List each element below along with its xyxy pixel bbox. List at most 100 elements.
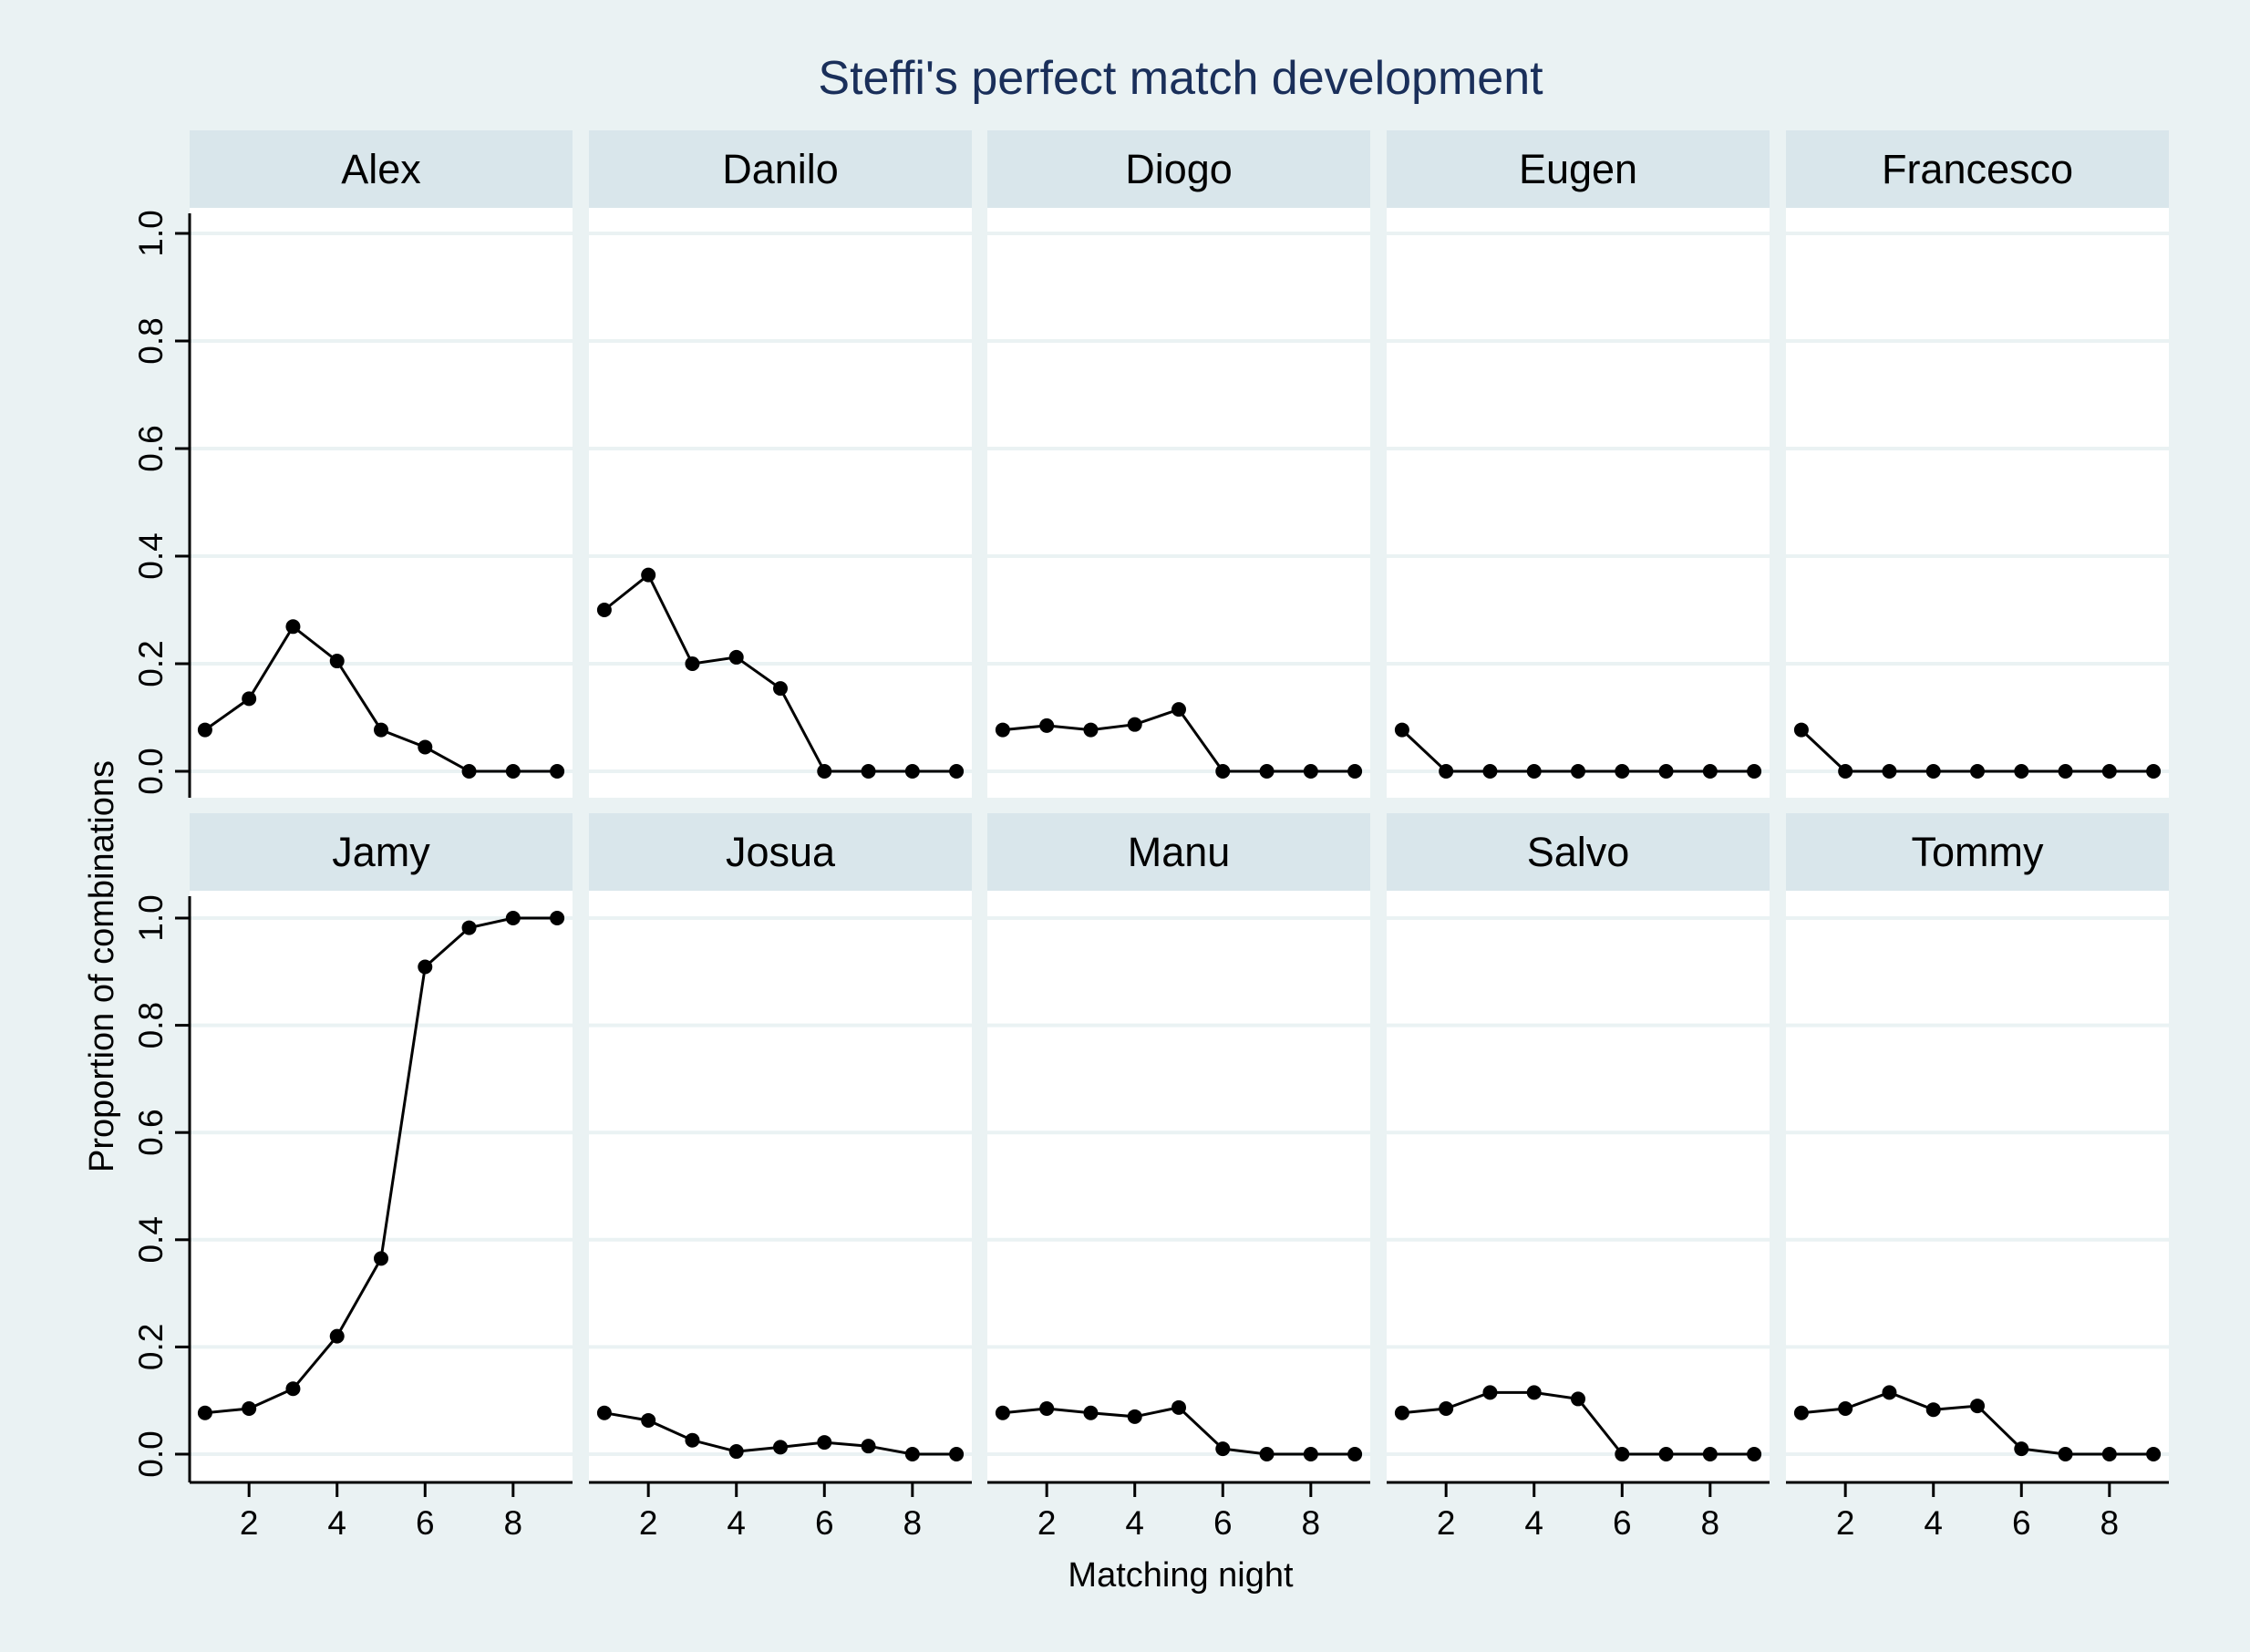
x-tick-label: 6 [1613, 1504, 1632, 1542]
data-point [550, 764, 565, 779]
data-point [2014, 1441, 2029, 1457]
data-point [728, 1444, 744, 1460]
panel-alex: Alex 0.0 0.2 0.4 0.6 0.8 1.0 [132, 130, 573, 798]
data-point [242, 1401, 257, 1417]
data-point [949, 764, 965, 779]
panel-title: Danilo [722, 146, 839, 192]
panel-title: Manu [1128, 829, 1231, 875]
panel-title: Alex [341, 146, 421, 192]
data-point [904, 764, 920, 779]
plot-area [1387, 208, 1770, 798]
x-tick-label: 6 [1213, 1504, 1233, 1542]
data-point [773, 681, 788, 697]
x-tick-label: 8 [903, 1504, 923, 1542]
panel-eugen: Eugen [1387, 130, 1770, 798]
plot-area [987, 891, 1370, 1482]
x-tick-label: 4 [1125, 1504, 1144, 1542]
data-point [1439, 764, 1454, 779]
plot-area [1786, 208, 2169, 798]
plot-area [1387, 891, 1770, 1482]
y-tick-label: 1.0 [132, 210, 170, 256]
data-point [242, 691, 257, 707]
x-tick-label: 6 [416, 1504, 435, 1542]
data-point [374, 722, 388, 738]
panel-title: Francesco [1882, 146, 2073, 192]
data-point [1925, 764, 1941, 779]
data-point [1083, 1405, 1099, 1420]
panel-strip [190, 130, 573, 208]
panel-salvo: Salvo 2 4 6 8 [1387, 813, 1770, 1542]
data-point [2146, 1447, 2162, 1461]
data-point [1482, 1385, 1498, 1400]
panels: Alex 0.0 0.2 0.4 0.6 0.8 1.0 Danilo Diogo Eugen Fr… [132, 130, 2169, 1542]
data-point [596, 603, 612, 617]
panel-title: Eugen [1519, 146, 1637, 192]
y-tick-label: 0.6 [132, 1109, 170, 1155]
data-point [2101, 1447, 2117, 1461]
panel-tommy: Tommy 2 4 6 8 [1786, 813, 2169, 1542]
y-axis-label: Proportion of combinations [83, 760, 121, 1172]
data-point [1615, 1447, 1630, 1461]
y-tick-label: 0.8 [132, 1002, 170, 1048]
panel-title: Diogo [1125, 146, 1233, 192]
data-point [1039, 1401, 1055, 1417]
panel-diogo: Diogo [987, 130, 1370, 798]
data-point [418, 739, 433, 755]
chart-title: Steffi's perfect match development [818, 52, 1543, 105]
data-point [1039, 718, 1055, 733]
panel-manu: Manu 2 4 6 8 [987, 813, 1370, 1542]
plot-area [589, 208, 972, 798]
panel-strip [1387, 130, 1770, 208]
data-point [1882, 1385, 1897, 1400]
x-tick-label: 2 [1037, 1504, 1057, 1542]
panel-strip [987, 813, 1370, 891]
panel-title: Salvo [1527, 829, 1630, 875]
data-point [1303, 1447, 1318, 1461]
panel-title: Josua [726, 829, 836, 875]
data-point [374, 1251, 388, 1266]
data-point [1303, 764, 1318, 779]
plot-area [190, 208, 573, 798]
plot-area [1786, 891, 2169, 1482]
y-tick-label: 0.0 [132, 748, 170, 794]
data-point [1571, 764, 1585, 779]
data-point [817, 764, 832, 779]
data-point [728, 649, 744, 665]
y-tick-label: 0.2 [132, 1324, 170, 1370]
data-point [1571, 1391, 1585, 1407]
x-tick-label: 4 [1924, 1504, 1943, 1542]
data-point [505, 764, 521, 779]
data-point [1526, 1385, 1542, 1400]
plot-area [987, 208, 1370, 798]
panel-francesco: Francesco [1786, 130, 2169, 798]
data-point [2146, 764, 2162, 779]
panel-strip [190, 813, 573, 891]
data-point [641, 1412, 656, 1428]
data-point [1702, 764, 1718, 779]
x-tick-label: 4 [1524, 1504, 1543, 1542]
y-tick-label: 0.0 [132, 1430, 170, 1477]
panel-title: Tommy [1912, 829, 2044, 875]
data-point [1970, 1399, 1985, 1414]
data-point [2058, 1447, 2073, 1461]
data-point [1925, 1402, 1941, 1418]
data-point [995, 722, 1010, 738]
data-point [773, 1440, 788, 1455]
data-point [1482, 764, 1498, 779]
x-tick-label: 4 [727, 1504, 746, 1542]
x-tick-label: 8 [2100, 1504, 2120, 1542]
panel-strip [1387, 813, 1770, 891]
data-point [550, 911, 565, 925]
plot-area [589, 891, 972, 1482]
data-point [596, 1405, 612, 1420]
data-point [1838, 1401, 1853, 1417]
data-point [1658, 764, 1674, 779]
data-point [904, 1447, 920, 1461]
data-point [1793, 1405, 1809, 1420]
x-tick-label: 6 [2012, 1504, 2031, 1542]
data-point [1127, 1409, 1142, 1424]
plot-area [190, 891, 573, 1482]
x-tick-label: 6 [815, 1504, 834, 1542]
data-point [461, 764, 477, 779]
